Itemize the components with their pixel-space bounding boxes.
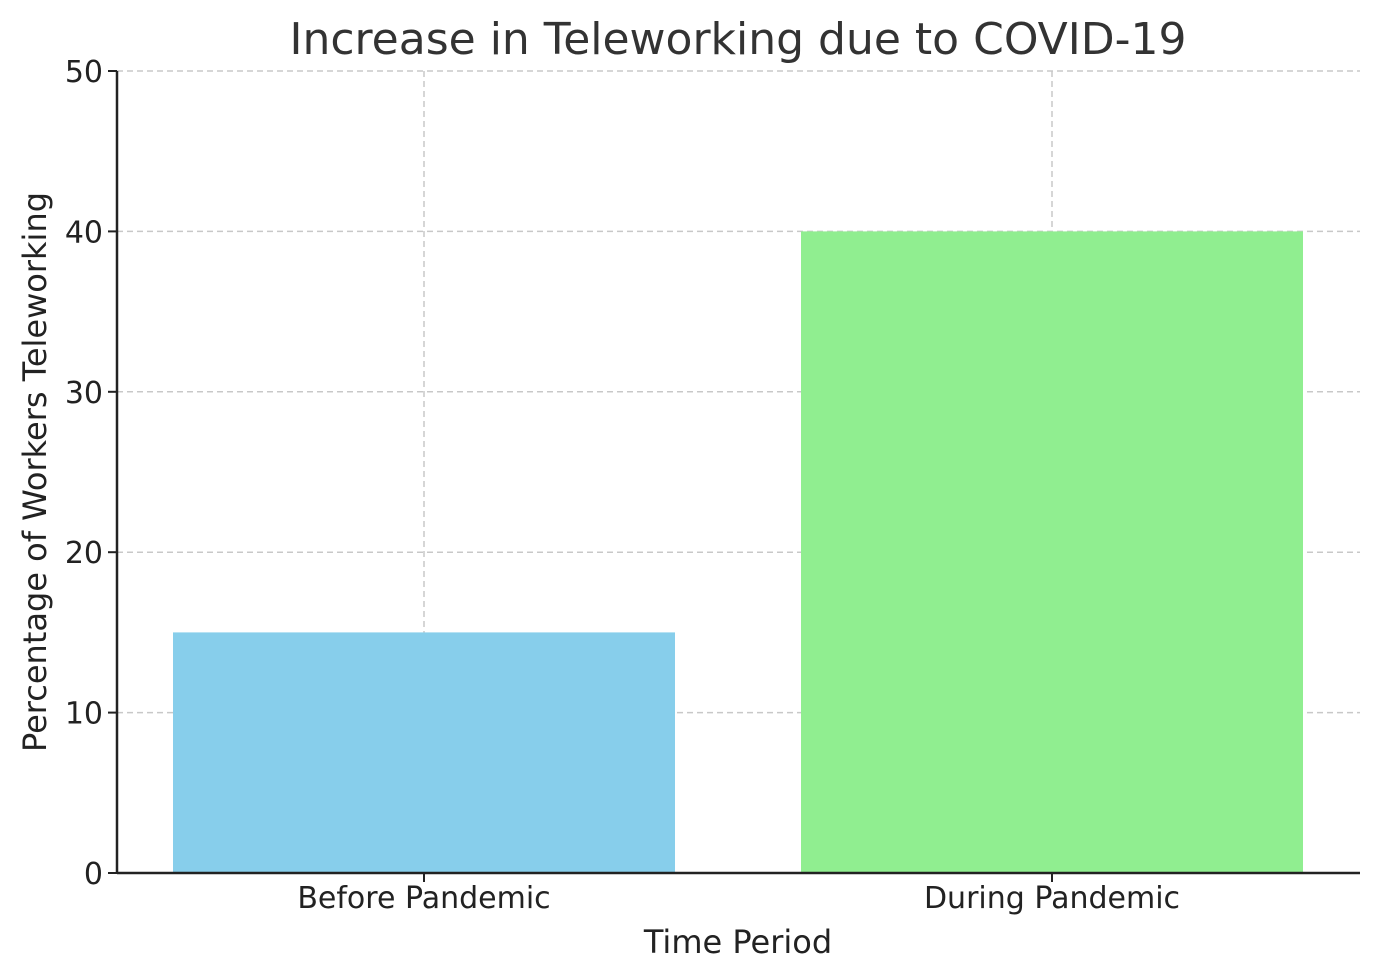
y-tick-label: 50 [65, 55, 103, 90]
axes [108, 70, 1360, 882]
bars [173, 231, 1303, 873]
y-axis-label: Percentage of Workers Teleworking [16, 192, 54, 752]
tick-labels: 0 10 20 30 40 50 Before Pandemic During Pandemi… [65, 55, 1180, 916]
y-tick-label: 10 [65, 697, 103, 732]
bar-during-pandemic [801, 231, 1303, 873]
y-tick-label: 0 [84, 857, 103, 892]
bar-before-pandemic [173, 632, 675, 873]
y-tick-label: 40 [65, 215, 103, 250]
y-tick-label: 20 [65, 536, 103, 571]
y-tick-label: 30 [65, 376, 103, 411]
x-tick-label: Before Pandemic [297, 881, 550, 916]
x-tick-label: During Pandemic [924, 881, 1180, 916]
chart-title: Increase in Teleworking due to COVID-19 [290, 14, 1187, 65]
x-axis-label: Time Period [643, 923, 832, 961]
